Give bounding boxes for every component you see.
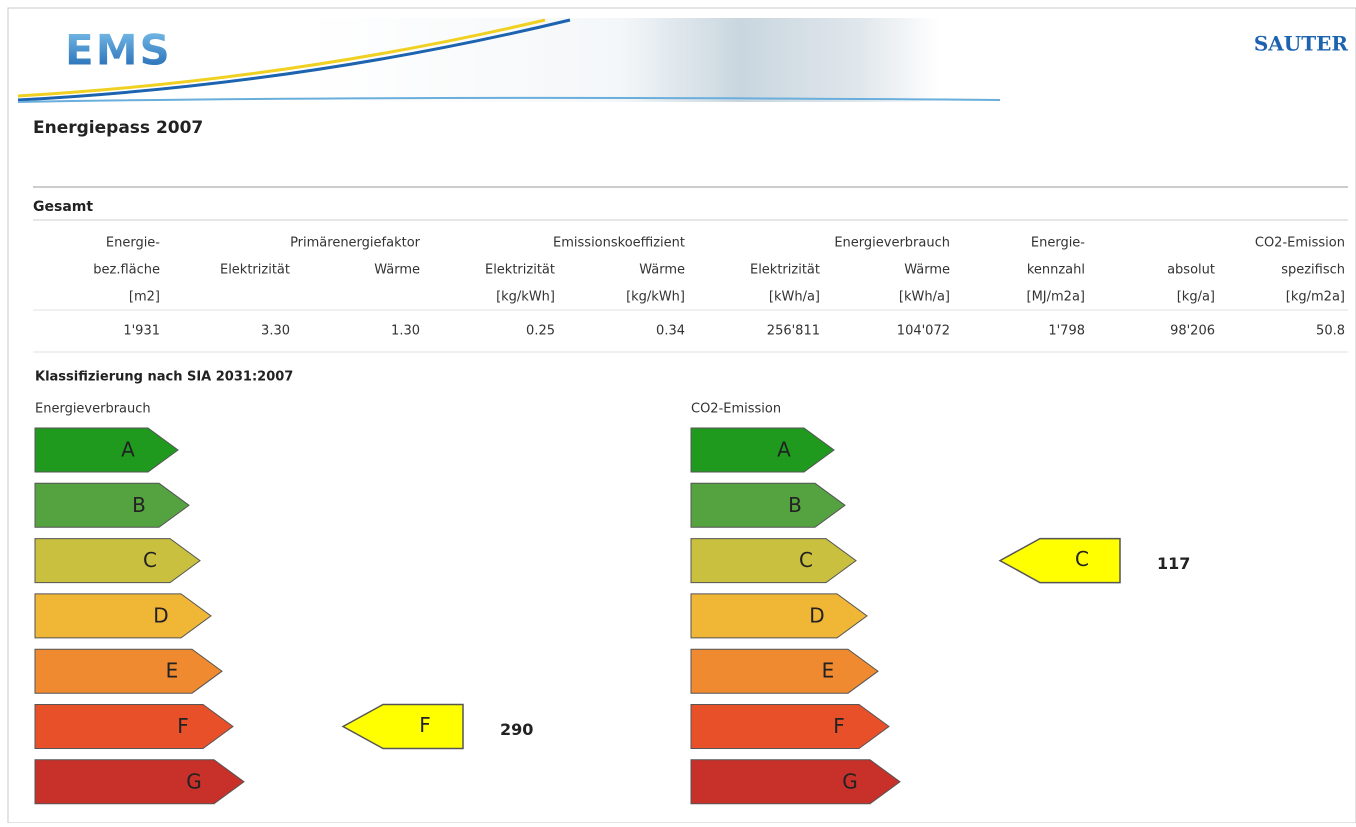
class-arrow (690, 759, 901, 805)
class-letter: F (177, 714, 189, 738)
class-arrow (34, 482, 190, 528)
class-letter: E (822, 659, 835, 683)
table-cell: 1'931 (123, 324, 160, 339)
class-arrow (34, 759, 245, 805)
page-title: Energiepass 2007 (33, 118, 203, 138)
column-header: Wärme (904, 263, 950, 278)
class-letter: A (121, 438, 135, 462)
table-cell: 0.25 (526, 324, 555, 339)
column-header: Primärenergiefaktor (290, 236, 421, 251)
header-banner (300, 18, 1100, 102)
column-header: Wärme (374, 263, 420, 278)
column-header: CO2-Emission (1255, 236, 1345, 251)
class-arrow (690, 648, 879, 694)
column-header: Elektrizität (750, 263, 820, 278)
logo: EMS (65, 26, 172, 75)
indicator-value: 290 (500, 720, 533, 739)
column-header: [m2] (129, 290, 160, 305)
indicator-letter: F (419, 713, 431, 737)
page-border (7, 7, 1356, 824)
column-header: [kg/kWh] (496, 290, 555, 305)
column-header: absolut (1167, 263, 1215, 278)
panel-label: CO2-Emission (691, 402, 781, 417)
table-cell: 50.8 (1316, 324, 1345, 339)
class-arrow (690, 482, 846, 528)
class-letter: C (799, 548, 813, 572)
class-letter: G (842, 769, 858, 793)
class-letter: B (132, 493, 146, 517)
column-header: [kg/kWh] (626, 290, 685, 305)
classification-title: Klassifizierung nach SIA 2031:2007 (35, 370, 293, 385)
indicator-arrow (341, 703, 464, 750)
class-arrow (690, 538, 857, 584)
indicator-value: 117 (1157, 554, 1190, 573)
column-header: spezifisch (1281, 263, 1345, 278)
column-header: [kg/m2a] (1286, 290, 1345, 305)
indicator-arrow (998, 537, 1121, 584)
table-cell: 1'798 (1048, 324, 1085, 339)
swoosh (17, 18, 546, 98)
panel-label: Energieverbrauch (35, 402, 151, 417)
table-cell: 3.30 (261, 324, 290, 339)
swoosh (17, 18, 571, 102)
table-cell: 1.30 (391, 324, 420, 339)
column-header: Elektrizität (485, 263, 555, 278)
class-letter: B (788, 493, 802, 517)
class-letter: D (809, 603, 824, 627)
class-letter: D (153, 603, 168, 627)
class-letter: E (166, 659, 179, 683)
column-header: kennzahl (1027, 263, 1085, 278)
section-title: Gesamt (33, 199, 93, 215)
column-header: Emissionskoeffizient (553, 236, 685, 251)
class-arrow (690, 593, 868, 639)
class-arrow (34, 648, 223, 694)
class-arrow (34, 538, 201, 584)
column-header: [kWh/a] (899, 290, 950, 305)
class-arrow (690, 704, 890, 749)
table-cell: 104'072 (897, 324, 950, 339)
class-arrow (34, 593, 212, 639)
column-header: [kg/a] (1177, 290, 1215, 305)
class-letter: G (186, 769, 202, 793)
table-cell: 256'811 (767, 324, 820, 339)
column-header: Energieverbrauch (834, 236, 950, 251)
indicator-letter: C (1075, 547, 1089, 571)
column-header: Elektrizität (220, 263, 290, 278)
class-letter: F (833, 714, 845, 738)
class-arrow (690, 427, 835, 473)
class-letter: A (777, 438, 791, 462)
column-header: [kWh/a] (769, 290, 820, 305)
column-header: Energie- (1031, 236, 1085, 251)
table-cell: 0.34 (656, 324, 685, 339)
class-arrow (34, 704, 234, 749)
column-header: bez.fläche (93, 263, 160, 278)
column-header: Wärme (639, 263, 685, 278)
column-header: Energie- (106, 236, 160, 251)
class-letter: C (143, 548, 157, 572)
class-arrow (34, 427, 179, 473)
swoosh (17, 96, 1001, 103)
brand: SAUTER (1254, 32, 1349, 56)
table-cell: 98'206 (1170, 324, 1215, 339)
column-header: [MJ/m2a] (1027, 290, 1085, 305)
